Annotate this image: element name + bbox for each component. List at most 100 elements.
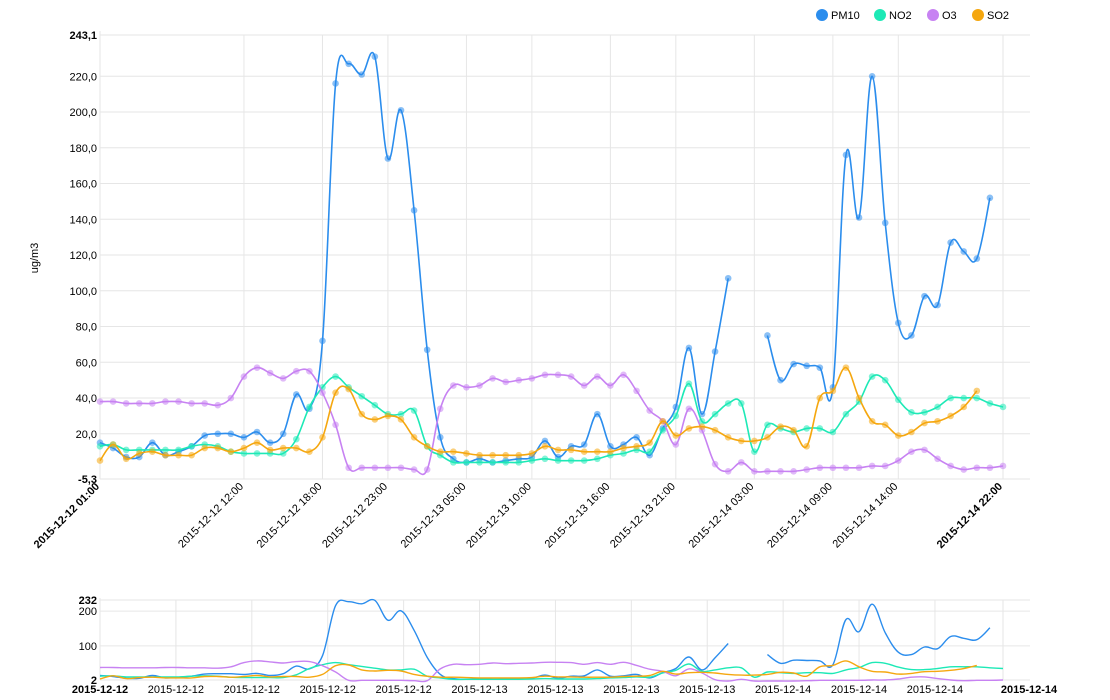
data-point-so2[interactable]	[162, 451, 169, 459]
data-point-o3[interactable]	[201, 400, 208, 407]
data-point-no2[interactable]	[711, 410, 719, 418]
data-point-o3[interactable]	[999, 462, 1007, 470]
data-point-no2[interactable]	[960, 394, 968, 402]
data-point-o3[interactable]	[188, 400, 195, 407]
data-point-so2[interactable]	[214, 444, 222, 452]
data-point-so2[interactable]	[463, 450, 470, 457]
data-point-pm10[interactable]	[724, 274, 732, 282]
data-point-no2[interactable]	[279, 450, 287, 457]
data-point-no2[interactable]	[986, 400, 994, 407]
data-point-pm10[interactable]	[960, 248, 968, 255]
data-point-so2[interactable]	[410, 434, 418, 441]
data-point-o3[interactable]	[306, 367, 313, 375]
data-point-pm10[interactable]	[253, 428, 261, 436]
data-point-so2[interactable]	[711, 426, 719, 434]
data-point-pm10[interactable]	[266, 439, 274, 447]
data-point-pm10[interactable]	[816, 364, 824, 371]
data-point-pm10[interactable]	[607, 442, 614, 450]
data-point-so2[interactable]	[397, 416, 405, 423]
data-point-so2[interactable]	[515, 451, 523, 459]
data-point-pm10[interactable]	[436, 434, 444, 441]
data-point-so2[interactable]	[764, 434, 771, 441]
data-point-so2[interactable]	[293, 444, 300, 452]
data-point-pm10[interactable]	[803, 362, 810, 370]
data-point-no2[interactable]	[122, 446, 130, 454]
data-point-pm10[interactable]	[279, 430, 287, 438]
data-point-so2[interactable]	[842, 364, 850, 371]
data-point-o3[interactable]	[790, 468, 797, 475]
data-point-no2[interactable]	[764, 421, 771, 429]
data-point-so2[interactable]	[567, 446, 575, 454]
data-point-so2[interactable]	[345, 385, 352, 393]
data-point-o3[interactable]	[960, 466, 968, 473]
data-point-so2[interactable]	[973, 387, 981, 395]
data-point-o3[interactable]	[397, 464, 405, 472]
data-point-so2[interactable]	[358, 410, 366, 418]
data-point-o3[interactable]	[803, 466, 810, 473]
data-point-o3[interactable]	[149, 400, 156, 407]
legend-item-no2[interactable]: NO2	[874, 9, 912, 22]
data-point-o3[interactable]	[293, 367, 300, 375]
data-point-so2[interactable]	[698, 423, 706, 430]
data-point-pm10[interactable]	[201, 432, 208, 439]
data-point-no2[interactable]	[528, 457, 536, 464]
data-point-so2[interactable]	[751, 437, 758, 445]
data-point-so2[interactable]	[149, 448, 156, 455]
data-point-no2[interactable]	[672, 412, 680, 420]
data-point-o3[interactable]	[109, 398, 117, 405]
data-point-so2[interactable]	[816, 394, 824, 402]
data-point-so2[interactable]	[489, 451, 496, 459]
data-point-o3[interactable]	[724, 468, 732, 475]
data-point-o3[interactable]	[319, 389, 326, 396]
data-point-no2[interactable]	[515, 459, 523, 466]
data-point-no2[interactable]	[620, 450, 627, 457]
data-point-no2[interactable]	[554, 457, 562, 464]
data-point-so2[interactable]	[253, 439, 261, 447]
data-point-pm10[interactable]	[986, 194, 994, 202]
data-point-no2[interactable]	[895, 396, 902, 404]
data-point-no2[interactable]	[541, 455, 549, 463]
data-point-so2[interactable]	[724, 434, 732, 441]
data-point-no2[interactable]	[881, 376, 889, 384]
data-point-so2[interactable]	[620, 444, 627, 452]
data-point-o3[interactable]	[855, 464, 863, 472]
data-point-pm10[interactable]	[842, 151, 850, 159]
data-point-so2[interactable]	[790, 426, 797, 434]
data-point-pm10[interactable]	[790, 360, 797, 368]
data-point-no2[interactable]	[293, 435, 300, 443]
data-point-so2[interactable]	[450, 448, 457, 455]
data-point-so2[interactable]	[201, 444, 208, 452]
data-point-no2[interactable]	[973, 394, 981, 402]
data-point-no2[interactable]	[489, 459, 496, 466]
data-point-o3[interactable]	[253, 364, 261, 371]
data-point-pm10[interactable]	[698, 410, 706, 418]
data-point-no2[interactable]	[306, 403, 313, 411]
data-point-o3[interactable]	[672, 441, 680, 448]
data-point-o3[interactable]	[279, 375, 287, 382]
data-point-no2[interactable]	[96, 442, 104, 450]
data-point-no2[interactable]	[594, 455, 601, 463]
data-point-o3[interactable]	[227, 394, 235, 402]
data-point-o3[interactable]	[332, 421, 339, 429]
data-point-pm10[interactable]	[908, 332, 915, 339]
data-point-no2[interactable]	[908, 409, 915, 416]
data-point-so2[interactable]	[803, 442, 810, 450]
navigator-plot-area[interactable]	[99, 598, 1004, 683]
data-point-so2[interactable]	[554, 446, 562, 454]
data-point-no2[interactable]	[332, 373, 339, 380]
data-point-no2[interactable]	[253, 450, 261, 457]
data-point-pm10[interactable]	[319, 337, 326, 345]
legend-item-pm10[interactable]: PM10	[816, 9, 860, 22]
data-point-so2[interactable]	[580, 448, 588, 455]
series-pm10[interactable]	[96, 52, 994, 466]
data-point-pm10[interactable]	[345, 60, 352, 68]
data-point-o3[interactable]	[162, 398, 169, 405]
data-point-so2[interactable]	[528, 450, 536, 457]
data-point-so2[interactable]	[502, 451, 509, 459]
legend-item-so2[interactable]: SO2	[972, 9, 1009, 22]
main-plot-area[interactable]	[96, 52, 1007, 476]
data-point-so2[interactable]	[227, 448, 235, 455]
data-point-o3[interactable]	[266, 369, 274, 377]
data-point-so2[interactable]	[659, 417, 667, 425]
data-point-o3[interactable]	[620, 371, 627, 379]
